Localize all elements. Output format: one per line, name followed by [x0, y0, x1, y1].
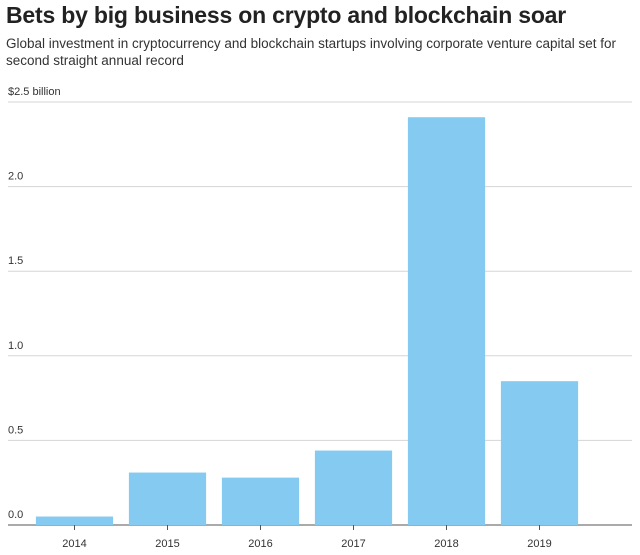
chart-title: Bets by big business on crypto and block…: [6, 2, 567, 28]
bar: [407, 117, 486, 525]
y-tick-label: $2.5 billion: [8, 86, 61, 98]
bar: [35, 516, 114, 525]
y-tick-label: 2.0: [8, 171, 23, 183]
bar: [314, 450, 393, 525]
header: Bets by big business on crypto and block…: [6, 2, 632, 69]
y-tick-label: 1.0: [8, 340, 23, 352]
chart-subtitle: Global investment in cryptocurrency and …: [6, 36, 617, 68]
y-tick-label: 0.0: [8, 509, 23, 521]
bar: [221, 477, 300, 525]
x-tick-label: 2016: [248, 538, 272, 550]
bar: [500, 381, 579, 525]
x-tick-label: 2015: [155, 538, 179, 550]
x-tick-label: 2018: [434, 538, 458, 550]
y-tick-label: 1.5: [8, 255, 23, 267]
bar: [128, 472, 207, 525]
x-tick-label: 2019: [527, 538, 551, 550]
x-tick-label: 2017: [341, 538, 365, 550]
x-tick-label: 2014: [62, 538, 86, 550]
y-tick-label: 0.5: [8, 424, 23, 436]
